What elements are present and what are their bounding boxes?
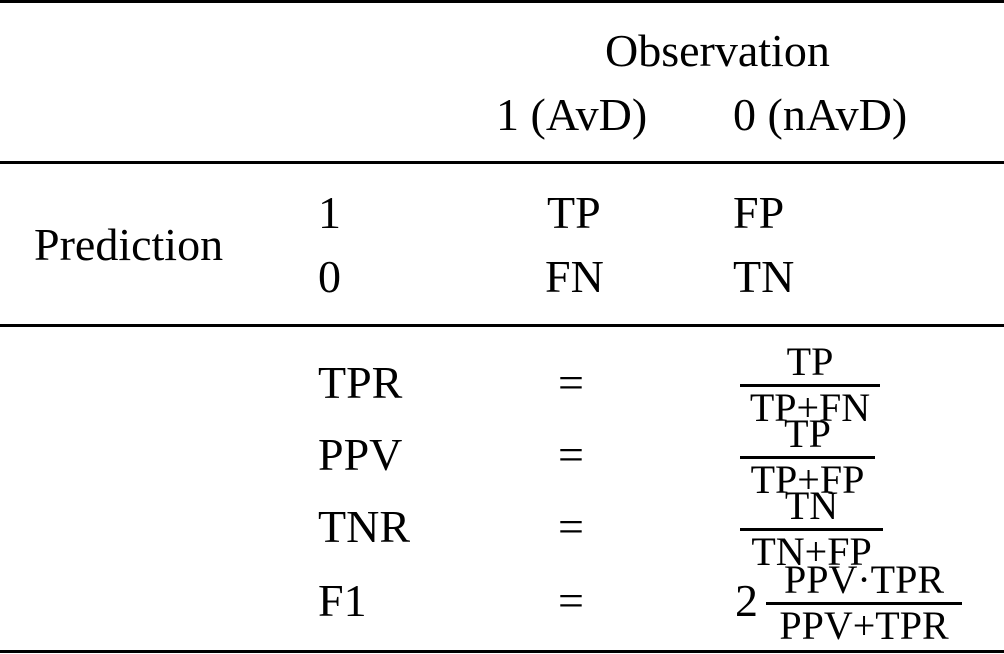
metric-ppv-numerator: TP <box>784 411 831 456</box>
cell-tn: TN <box>733 251 795 302</box>
middle-rule <box>0 324 1004 327</box>
metric-tnr-formula: TN TN+FP <box>740 486 883 572</box>
metric-f1-equals: = <box>558 575 584 626</box>
fraction-bar <box>740 528 883 531</box>
header-rule <box>0 161 1004 164</box>
cell-fn: FN <box>545 251 604 302</box>
metric-tnr-denominator: TN+FP <box>751 529 872 574</box>
fraction-bar <box>740 456 875 459</box>
metric-ppv-name: PPV <box>318 429 403 480</box>
fraction-bar <box>766 602 962 605</box>
metric-f1-denominator: PPV+TPR <box>779 603 949 648</box>
observation-header: Observation <box>605 25 830 76</box>
metric-tnr-equals: = <box>558 501 584 552</box>
bottom-rule <box>0 650 1004 653</box>
fraction-bar <box>740 384 880 387</box>
metric-f1-coefficient: 2 <box>735 575 758 626</box>
pred-row-0-label: 0 <box>318 251 341 302</box>
metric-tpr-denominator: TP+FN <box>749 385 871 430</box>
col-header-positive: 1 (AvD) <box>496 89 648 140</box>
metric-tpr-numerator: TP <box>786 339 834 384</box>
metric-tnr-numerator: TN <box>784 483 839 528</box>
metric-tpr-name: TPR <box>318 357 403 408</box>
metric-ppv-equals: = <box>558 429 584 480</box>
pred-row-1-label: 1 <box>318 187 341 238</box>
metric-ppv-denominator: TP+FP <box>750 457 865 502</box>
cell-fp: FP <box>733 187 785 238</box>
metric-tpr-equals: = <box>558 357 584 408</box>
metric-f1-name: F1 <box>318 575 367 626</box>
cell-tp: TP <box>547 187 601 238</box>
prediction-label: Prediction <box>34 219 224 270</box>
metric-f1-formula: PPV·TPR PPV+TPR <box>766 560 962 646</box>
col-header-negative: 0 (nAvD) <box>733 89 908 140</box>
top-rule <box>0 0 1004 3</box>
metric-f1-numerator: PPV·TPR <box>783 557 945 602</box>
metric-tpr-formula: TP TP+FN <box>740 342 880 428</box>
metric-tnr-name: TNR <box>318 501 410 552</box>
metric-ppv-formula: TP TP+FP <box>740 414 875 500</box>
